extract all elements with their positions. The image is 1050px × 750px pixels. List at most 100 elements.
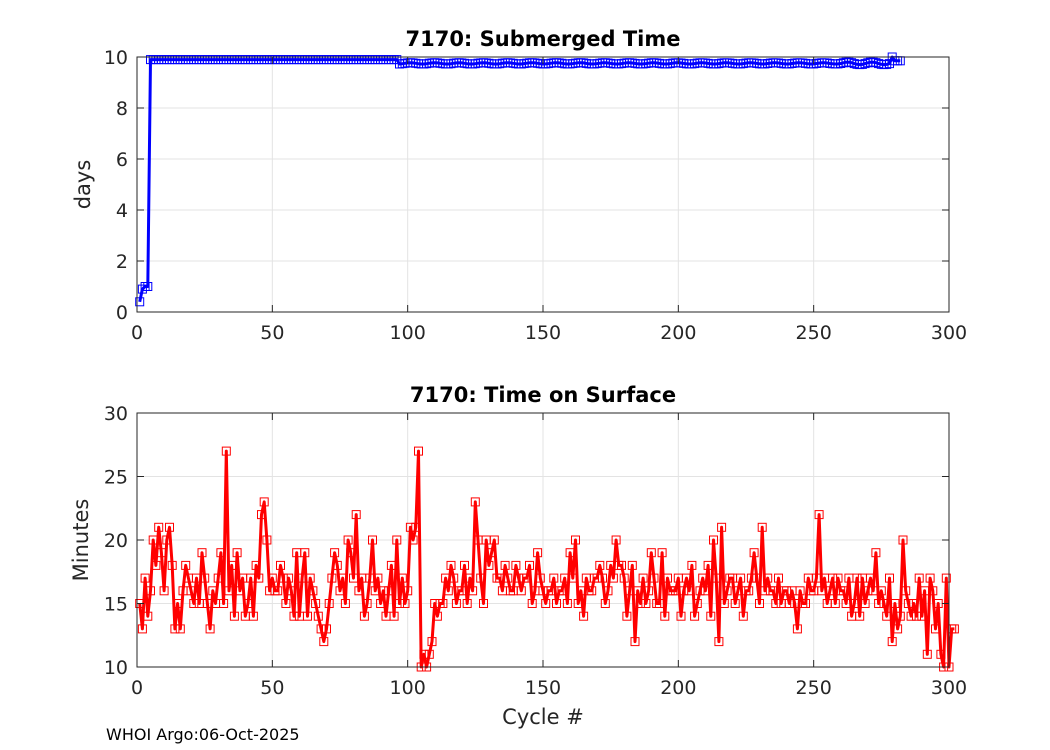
data-point [173,599,183,608]
data-point [368,535,377,545]
data-point [462,599,472,608]
data-point [137,284,147,294]
data-point [600,599,610,608]
data-point [866,573,875,583]
data-point [338,573,348,583]
data-point [281,599,291,608]
data-point [408,535,418,545]
data-point [573,599,583,608]
data-point [592,573,602,583]
data-point [503,573,513,583]
x-tick-label: 200 [660,677,696,699]
data-point [479,599,488,608]
data-point [830,599,840,608]
x-tick-label: 300 [931,322,967,344]
data-point [679,586,689,596]
data-point [608,573,618,583]
data-point [403,586,413,596]
data-point [755,599,764,608]
data-point [170,624,180,634]
footer-credit: WHOI Argo:06-Oct-2025 [106,725,300,744]
data-point [909,599,919,608]
data-point [579,611,589,621]
x-tick-label: 250 [796,677,832,699]
data-point [633,586,643,596]
data-point [259,497,269,507]
data-point [289,611,299,621]
data-point [316,624,326,634]
data-point [451,599,461,608]
data-point [432,611,442,621]
data-point [587,586,597,596]
y-tick-label: 30 [104,403,128,425]
data-point [346,548,356,558]
data-point [208,586,218,596]
data-point [414,446,423,456]
data-point [273,586,283,596]
x-tick-label: 50 [260,322,284,344]
data-point [660,611,670,621]
data-point [140,573,150,583]
data-point [784,599,794,608]
data-point [663,573,672,583]
data-point [717,522,727,532]
data-point [276,560,285,570]
data-point [465,573,475,583]
data-point [654,599,664,608]
data-point [359,611,369,621]
data-point [890,599,900,608]
data-point [887,637,897,647]
data-point [395,599,404,608]
data-point [351,510,361,520]
data-point [232,548,242,558]
data-point [690,611,700,621]
data-point [657,548,667,558]
data-point [814,510,824,520]
data-point [874,599,884,608]
data-point [324,599,334,608]
data-point [871,548,881,558]
data-point [419,649,429,659]
data-point [565,548,575,558]
data-point [644,586,654,596]
data-point [354,586,364,596]
data-point [303,611,312,621]
data-point [156,548,166,558]
data-point [649,573,659,583]
y-tick-label: 4 [116,200,128,222]
data-point [229,611,239,621]
data-point [682,573,691,583]
data-point [319,637,329,647]
data-point [744,586,754,596]
data-point [698,573,708,583]
data-point [676,611,686,621]
data-point [400,599,410,608]
data-point [757,522,767,532]
data-point [928,586,938,596]
data-point [568,573,578,583]
data-point [443,586,453,596]
data-point [898,535,908,545]
data-point [795,586,805,596]
data-point [340,599,350,608]
data-point [903,599,913,608]
y-axis-label: Minutes [69,499,93,582]
data-point [286,586,296,596]
data-point [175,624,185,634]
data-point [863,586,873,596]
data-point [335,586,345,596]
data-point [703,560,713,570]
y-tick-label: 2 [116,251,128,273]
y-tick-label: 20 [104,530,128,552]
data-point [893,624,903,634]
x-tick-label: 150 [525,322,561,344]
data-point [598,573,607,583]
y-tick-label: 10 [104,657,128,679]
data-point [405,522,415,532]
data-point [768,586,778,596]
data-point [154,522,164,532]
data-point [397,573,407,583]
x-tick-label: 250 [796,322,832,344]
x-tick-label: 100 [390,322,426,344]
data-point [876,586,886,596]
